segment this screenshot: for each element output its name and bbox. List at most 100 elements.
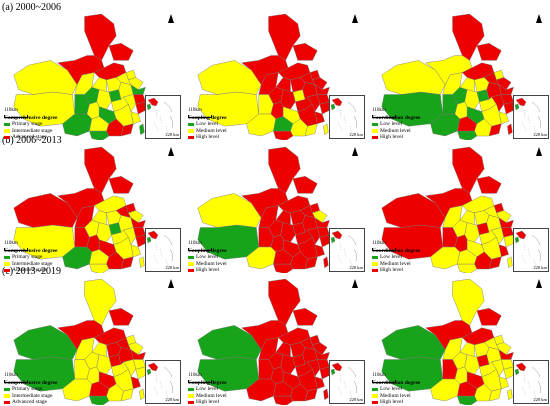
province-region-32 xyxy=(139,388,145,401)
row-title-a: (a) 2000~2006 xyxy=(2,2,62,13)
province-region-1 xyxy=(84,13,117,61)
province-region-8 xyxy=(459,210,475,226)
south-china-sea-inset: 220 km xyxy=(513,360,549,404)
map-legend: Coupling degree Low level Medium level H… xyxy=(188,115,227,141)
province-region-0 xyxy=(197,60,262,95)
province-region-12 xyxy=(312,342,328,355)
province-region-15 xyxy=(498,349,514,360)
north-arrow-icon xyxy=(350,279,360,288)
province-region-15 xyxy=(498,217,514,228)
legend-item-red: High level xyxy=(372,134,420,140)
province-region-29 xyxy=(488,256,502,270)
province-region-30 xyxy=(273,130,294,140)
legend-item-green: Primary stage xyxy=(4,121,57,127)
map-legend: Comprehensive degree Primary stage Inter… xyxy=(4,248,57,274)
map-legend: Comprehensive degree Primary stage Inter… xyxy=(4,380,57,406)
scale-label: 110km xyxy=(188,108,202,113)
legend-item-green: Low level xyxy=(372,254,420,260)
province-map xyxy=(381,146,517,273)
legend-item-yellow: Medium level xyxy=(188,128,227,134)
scale-bar: 110km xyxy=(188,108,212,118)
province-region-0 xyxy=(381,325,446,360)
province-region-8 xyxy=(275,342,291,358)
inset-scale-label: 220 km xyxy=(349,265,363,270)
legend-item-yellow: Intermediate stage xyxy=(4,128,57,134)
province-map xyxy=(381,13,517,140)
north-arrow-icon xyxy=(350,14,360,23)
province-region-12 xyxy=(128,342,144,355)
north-arrow-icon xyxy=(534,279,544,288)
legend-item-yellow: Medium level xyxy=(372,261,420,267)
map-panel-0-1: 110km Coupling degree Low level Medium l… xyxy=(184,12,366,140)
legend-item-green: Low level xyxy=(372,121,420,127)
province-region-29 xyxy=(120,123,134,137)
province-map xyxy=(13,278,149,405)
province-region-29 xyxy=(488,388,502,402)
province-region-19 xyxy=(123,94,136,113)
province-region-1 xyxy=(452,146,485,194)
scale-label: 110km xyxy=(372,373,386,378)
legend-item-yellow: Intermediate stage xyxy=(4,393,57,399)
inset-scale-label: 220 km xyxy=(165,132,179,137)
row-title-c: (c) 2013~2019 xyxy=(2,266,62,277)
province-region-2 xyxy=(292,43,318,61)
map-legend: Comprehensive degree Primary stage Inter… xyxy=(4,115,57,141)
province-region-32 xyxy=(507,123,513,136)
province-region-32 xyxy=(323,256,329,269)
province-region-19 xyxy=(123,359,136,378)
scale-label: 110km xyxy=(372,108,386,113)
map-legend: Coupling degree Low level Medium level H… xyxy=(188,380,227,406)
scale-label: 110km xyxy=(4,108,18,113)
map-panel-0-2: 110km Coordination degree Low level Medi… xyxy=(368,12,550,140)
province-region-0 xyxy=(197,325,262,360)
province-map xyxy=(197,278,333,405)
province-region-15 xyxy=(314,217,330,228)
legend-item-green: Primary stage xyxy=(4,254,57,260)
legend-item-yellow: Medium level xyxy=(372,128,420,134)
legend-item-green: Primary stage xyxy=(4,386,57,392)
province-region-1 xyxy=(452,13,485,61)
legend-item-red: High level xyxy=(188,134,227,140)
south-china-sea-inset: 220 km xyxy=(513,228,549,272)
legend-title: Comprehensive degree xyxy=(4,380,58,386)
scale-bar: 110km xyxy=(372,108,396,118)
legend-item-yellow: Intermediate stage xyxy=(4,261,57,267)
legend-item-red: High level xyxy=(188,399,227,405)
map-panel-2-1: 110km Coupling degree Low level Medium l… xyxy=(184,277,366,405)
scale-bar: 110km xyxy=(188,241,212,251)
province-region-1 xyxy=(452,278,485,326)
south-china-sea-inset: 220 km xyxy=(145,95,181,139)
row-title-b: (b) 2006~2013 xyxy=(2,135,62,146)
map-panel-1-1: 110km Coupling degree Low level Medium l… xyxy=(184,145,366,273)
province-region-15 xyxy=(130,349,146,360)
north-arrow-icon xyxy=(534,147,544,156)
province-region-0 xyxy=(13,193,78,228)
legend-item-green: Low level xyxy=(188,121,227,127)
province-region-29 xyxy=(488,123,502,137)
province-region-32 xyxy=(139,256,145,269)
province-region-29 xyxy=(304,256,318,270)
north-arrow-icon xyxy=(534,14,544,23)
province-region-1 xyxy=(268,278,301,326)
province-region-32 xyxy=(507,388,513,401)
province-region-0 xyxy=(13,60,78,95)
province-region-2 xyxy=(476,308,502,326)
legend-title: Coupling degree xyxy=(188,248,227,254)
province-region-1 xyxy=(84,278,117,326)
province-region-2 xyxy=(108,176,134,194)
south-china-sea-inset: 220 km xyxy=(145,228,181,272)
province-region-12 xyxy=(496,342,512,355)
province-map xyxy=(13,13,149,140)
map-panel-0-0: 110km Comprehensive degree Primary stage… xyxy=(0,12,182,140)
province-region-1 xyxy=(268,13,301,61)
legend-item-green: Low level xyxy=(188,386,227,392)
province-region-8 xyxy=(275,210,291,226)
province-region-8 xyxy=(91,77,107,93)
province-region-15 xyxy=(314,349,330,360)
province-region-2 xyxy=(292,308,318,326)
province-region-8 xyxy=(275,77,291,93)
province-region-32 xyxy=(139,123,145,136)
map-panel-2-0: 110km Comprehensive degree Primary stage… xyxy=(0,277,182,405)
province-region-30 xyxy=(273,263,294,273)
province-region-30 xyxy=(457,130,478,140)
